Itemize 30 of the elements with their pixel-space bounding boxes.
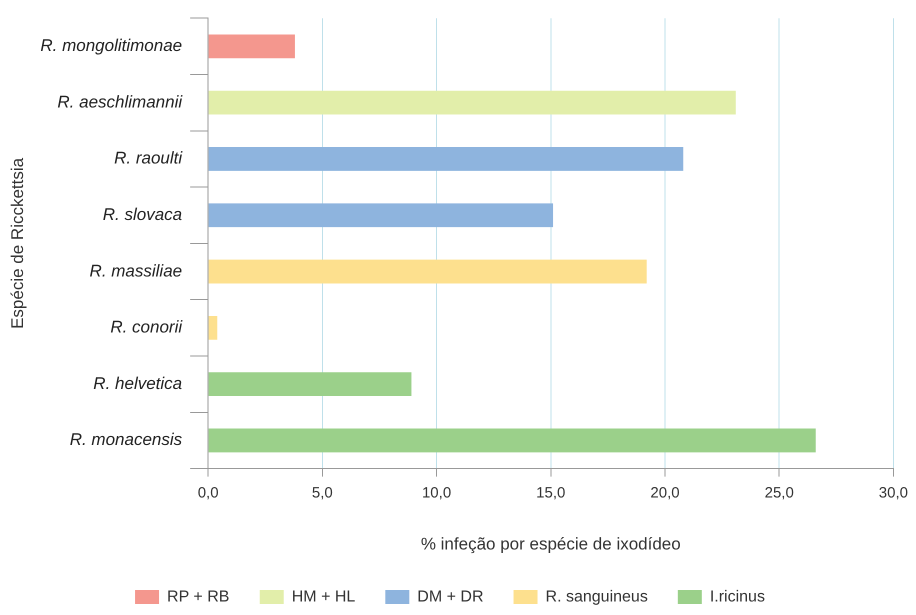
- y-tick-label: R. massiliae: [90, 261, 182, 280]
- legend-label: I.ricinus: [710, 588, 765, 606]
- bar: [208, 260, 647, 284]
- bar: [208, 428, 816, 452]
- y-axis-title: Espécie de Ricckettsia: [8, 157, 27, 329]
- y-tick-label: R. monacensis: [70, 430, 183, 450]
- bar: [208, 90, 736, 115]
- bar: [208, 316, 218, 340]
- bar: [208, 203, 554, 228]
- x-tick-label: 20,0: [650, 484, 680, 502]
- legend-label: DM + DR: [417, 588, 484, 606]
- x-tick-label: 10,0: [422, 484, 452, 502]
- x-tick-label: 5,0: [312, 484, 333, 502]
- y-tick-label: R. aeschlimannii: [57, 92, 184, 112]
- bar: [208, 372, 412, 396]
- legend-label: R. sanguineus: [546, 588, 648, 606]
- legend-label: RP + RB: [167, 588, 230, 606]
- x-tick-label: 0,0: [198, 484, 219, 502]
- x-axis-title: % infeção por espécie de ixodídeo: [420, 534, 681, 554]
- y-tick-label: R. conorii: [110, 318, 184, 337]
- y-tick-label: R. mongolitimonae: [40, 36, 182, 56]
- x-tick-label: 25,0: [764, 484, 794, 502]
- bar: [208, 34, 295, 58]
- x-tick-label: 15,0: [536, 484, 566, 502]
- y-tick-label: R. helvetica: [93, 374, 182, 393]
- x-tick-label: 30,0: [878, 484, 908, 502]
- bar: [208, 147, 684, 171]
- y-tick-label: R. raoulti: [114, 148, 184, 168]
- y-tick-label: R. slovaca: [102, 204, 182, 224]
- legend-label: HM + HL: [292, 588, 356, 606]
